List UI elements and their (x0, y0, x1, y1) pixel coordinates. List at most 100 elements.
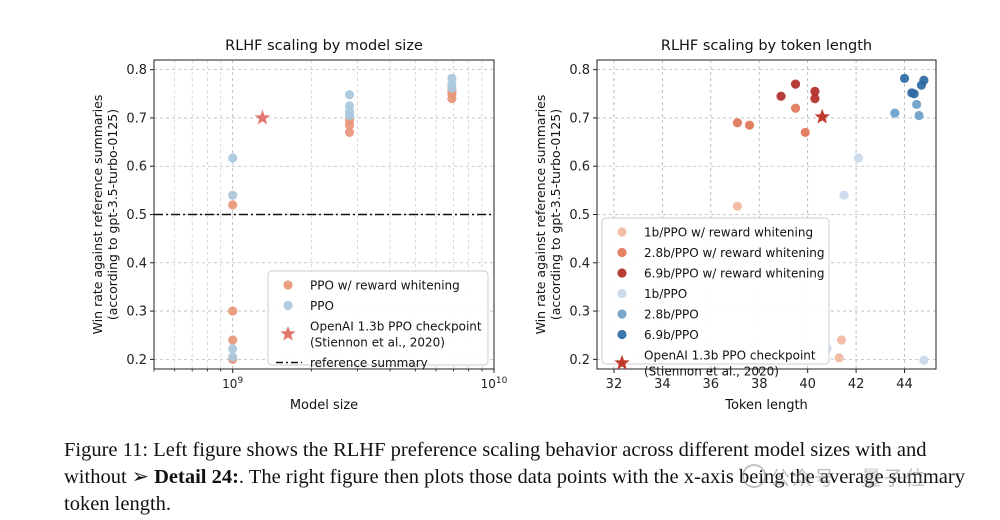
c1-point-series-0 (228, 200, 238, 210)
c2-ytick-label: 0.2 (569, 353, 590, 368)
watermark: 公众号 · 量子位 (742, 462, 927, 491)
c2-point-series-4 (914, 110, 924, 121)
c2-xtick-label: 38 (751, 377, 768, 392)
c1-ytick-label: 0.4 (126, 256, 147, 271)
c2-xtick-label: 36 (703, 377, 720, 392)
c2-legend-swatch (614, 354, 630, 370)
c2-point-series-4 (912, 99, 922, 110)
c2-legend-label: 2.8b/PPO (644, 308, 699, 322)
c1-point-series-1 (447, 83, 457, 93)
watermark-logo-icon (742, 464, 766, 488)
c1-point-series-1 (228, 190, 238, 200)
c2-legend-swatch (617, 329, 627, 340)
figure: 0.2 0.3 0.4 0.5 0.6 0.7 0.8 109 1010 RLHF scaling… (90, 38, 937, 413)
c2-point-series-2 (790, 79, 801, 89)
c1-point-series-0 (228, 335, 238, 345)
c2-legend-swatch (617, 268, 627, 278)
c2-point-series-1 (800, 127, 810, 138)
c1-legend-label: (Stiennon et al., 2020) (310, 336, 445, 350)
chart-token-length: 0.2 0.3 0.4 0.5 0.6 0.7 0.8 32 34 36 38 40 42 44 RLHF … (533, 38, 937, 413)
c1-ylabel: (according to gpt-3.5-turbo-0125) (105, 109, 120, 320)
c2-ytick-label: 0.3 (569, 305, 590, 320)
c1-point-series-1 (344, 90, 355, 100)
c2-point-series-0 (834, 353, 844, 363)
c2-xlabel: Token length (724, 398, 808, 413)
c2-ylabel: (according to gpt-3.5-turbo-0125) (548, 109, 563, 320)
c1-xtick-label: 109 (222, 376, 243, 391)
c2-ytick-label: 0.5 (569, 208, 590, 223)
c2-point-series-5 (909, 89, 919, 99)
c2-legend-swatch (617, 227, 627, 237)
c2-point-series-1 (744, 120, 755, 130)
c1-title: RLHF scaling by model size (225, 38, 423, 54)
c1-point-series-1 (228, 344, 238, 354)
c2-legend-label: 6.9b/PPO w/ reward whitening (644, 267, 825, 281)
c1-ytick-label: 0.3 (126, 305, 147, 320)
c2-point-series-3 (839, 190, 849, 200)
c2-point-series-2 (810, 86, 820, 96)
c1-point-series-0 (228, 306, 238, 316)
figure-caption: Figure 11: Left figure shows the RLHF pr… (64, 437, 984, 518)
c1-legend-box (267, 270, 489, 366)
c1-point-series-1 (228, 153, 238, 163)
c2-legend-swatch (617, 247, 627, 258)
c1-legend-label: OpenAI 1.3b PPO checkpoint (310, 320, 482, 334)
c2-ytick-label: 0.7 (569, 111, 590, 126)
c1-point-series-1 (228, 352, 238, 362)
c2-ytick-label: 0.6 (569, 160, 590, 175)
c1-point-series-0 (344, 127, 355, 138)
c1-point-series-1 (344, 110, 355, 121)
watermark-text: 公众号 · 量子位 (770, 466, 928, 490)
c2-legend-label: 1b/PPO (644, 287, 687, 301)
caption-arrow: ➢ (131, 466, 155, 488)
c2-point-series-1 (790, 103, 801, 113)
c2-point-series-3 (919, 355, 929, 365)
c2-xtick-label: 44 (896, 377, 913, 392)
c2-ytick-label: 0.8 (569, 63, 590, 78)
c1-ytick-label: 0.6 (126, 160, 147, 175)
c2-xtick-label: 42 (848, 377, 865, 392)
c1-legend-swatch (283, 300, 293, 311)
c1-point-series-2 (254, 109, 271, 125)
c2-title: RLHF scaling by token length (661, 38, 872, 54)
c1-xtick-label: 1010 (481, 376, 508, 391)
caption-text-2: . The right figure then plots those data… (64, 466, 965, 515)
c2-point-series-5 (899, 73, 910, 83)
c2-legend-label: 6.9b/PPO (644, 328, 699, 342)
c1-legend-label: PPO (310, 299, 334, 313)
caption-detail-ref: Detail 24: (154, 466, 239, 488)
c2-point-series-2 (810, 94, 820, 104)
c2-legend-box (601, 217, 830, 365)
c1-ylabel: Win rate against reference summaries (90, 95, 105, 335)
c1-ytick-label: 0.2 (126, 353, 147, 368)
c2-legend-label: 1b/PPO w/ reward whitening (644, 226, 813, 240)
c2-xtick-label: 40 (799, 377, 816, 392)
c2-ylabel: Win rate against reference summaries (533, 95, 548, 335)
c2-xtick-label: 32 (606, 377, 623, 392)
c1-legend-label: PPO w/ reward whitening (310, 279, 460, 293)
c1-legend-swatch (280, 325, 296, 341)
c2-legend-swatch (617, 288, 627, 299)
c2-point-series-5 (919, 75, 929, 85)
c2-legend-label: (Stiennon et al., 2020) (644, 365, 779, 379)
c2-point-series-6 (814, 108, 830, 124)
c2-xtick-label: 34 (654, 377, 671, 392)
c2-point-series-1 (732, 118, 743, 128)
c1-ytick-label: 0.7 (126, 111, 147, 126)
c1-legend-label: reference summary (310, 356, 428, 370)
c1-ytick-label: 0.8 (126, 63, 147, 78)
c2-point-series-2 (776, 91, 786, 101)
c2-point-series-0 (836, 335, 847, 345)
c2-legend-label: OpenAI 1.3b PPO checkpoint (644, 349, 816, 363)
c2-point-series-3 (853, 153, 864, 163)
c2-point-series-4 (890, 108, 900, 118)
c2-ytick-label: 0.4 (569, 256, 590, 271)
caption-text-1: Figure 11: Left figure shows the RLHF pr… (64, 439, 927, 488)
c2-legend-label: 2.8b/PPO w/ reward whitening (644, 246, 825, 260)
c1-ytick-label: 0.5 (126, 208, 147, 223)
chart-model-size: 0.2 0.3 0.4 0.5 0.6 0.7 0.8 109 1010 RLHF scaling… (90, 38, 508, 413)
c2-point-series-0 (732, 201, 743, 211)
c1-legend-swatch (283, 280, 293, 290)
c2-legend-swatch (617, 309, 627, 319)
c1-xlabel: Model size (290, 398, 358, 413)
